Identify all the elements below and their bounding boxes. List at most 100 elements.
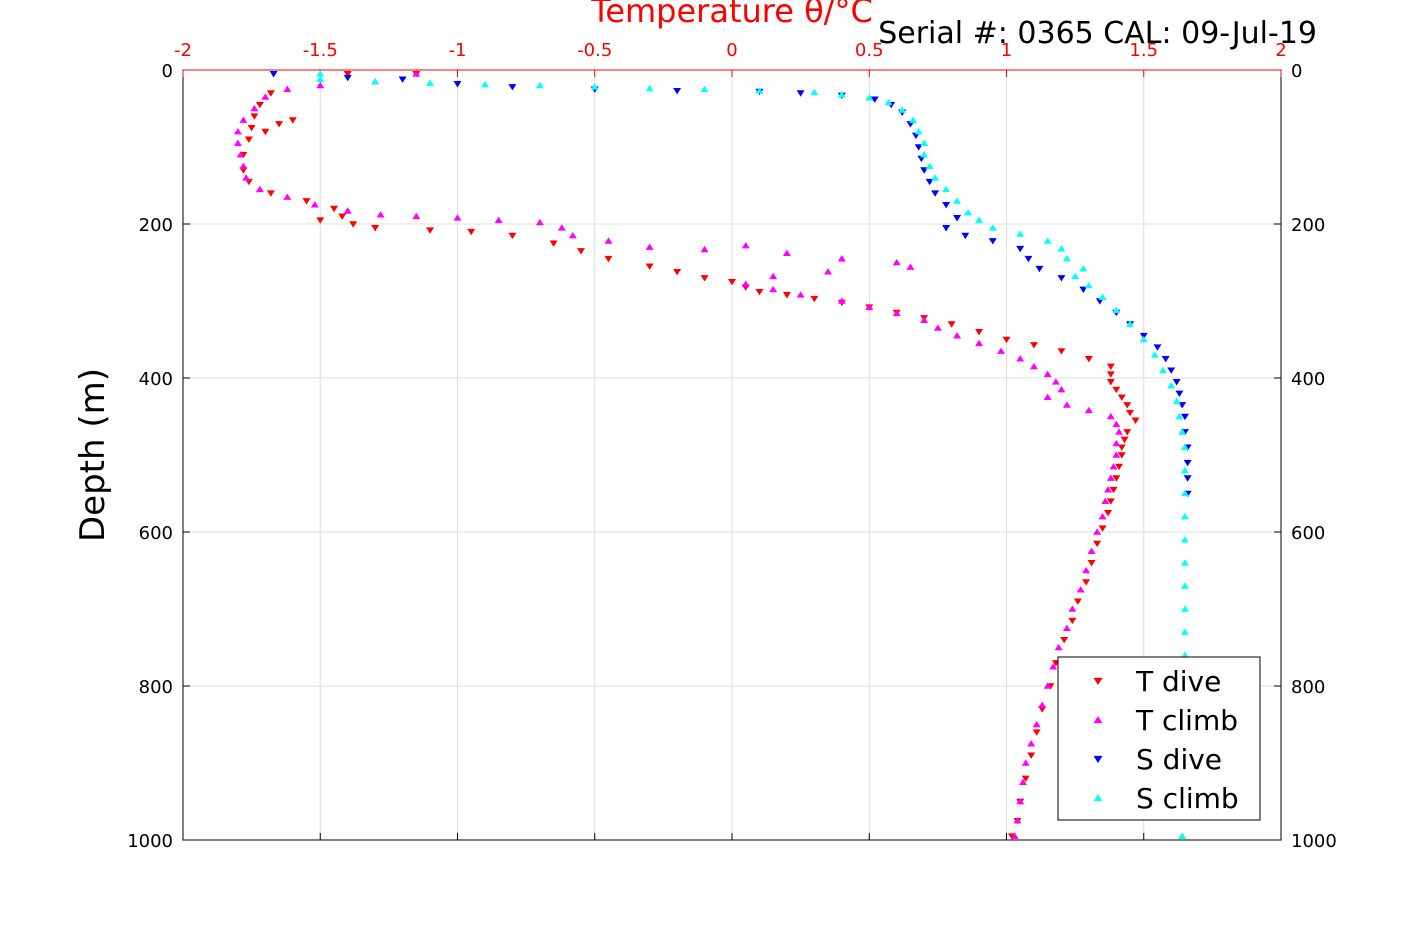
data-point	[1016, 245, 1025, 253]
data-point	[920, 151, 929, 158]
data-point	[1180, 536, 1189, 543]
data-point	[1139, 335, 1148, 343]
data-point	[1117, 452, 1126, 459]
x-tick-label: 1	[1001, 40, 1012, 61]
data-point	[1021, 775, 1030, 782]
data-point	[1038, 701, 1047, 709]
data-point	[1104, 486, 1113, 493]
data-point	[266, 90, 275, 97]
data-point	[508, 232, 517, 240]
data-point	[1087, 547, 1096, 555]
data-point	[1183, 475, 1192, 482]
data-point	[1161, 355, 1170, 363]
data-point	[741, 280, 750, 287]
data-point	[1021, 759, 1030, 766]
data-point	[920, 316, 929, 324]
data-point	[1082, 579, 1091, 586]
data-point	[1180, 513, 1189, 520]
data-point	[1079, 265, 1088, 272]
x-tick-label: 0	[726, 40, 737, 61]
data-point	[1112, 451, 1121, 458]
data-point	[1043, 370, 1052, 377]
data-point	[233, 128, 242, 135]
data-point	[1043, 393, 1052, 401]
data-point	[266, 190, 275, 197]
data-point	[1126, 409, 1135, 417]
data-point	[480, 81, 489, 88]
data-point	[1112, 306, 1121, 314]
data-point	[769, 272, 778, 280]
data-point	[577, 248, 586, 255]
data-point	[604, 255, 613, 263]
data-point	[884, 98, 893, 106]
data-point	[1057, 275, 1066, 282]
series-t-climb	[233, 70, 1124, 839]
data-point	[329, 205, 338, 213]
data-point	[645, 263, 654, 270]
data-point	[741, 241, 750, 249]
data-point	[1180, 413, 1189, 421]
data-point	[942, 225, 951, 232]
data-point	[1101, 497, 1110, 504]
y-tick-label-left: 0	[162, 61, 173, 82]
data-point	[1106, 363, 1115, 371]
data-point	[1180, 443, 1189, 451]
data-point	[1084, 355, 1093, 363]
data-point	[549, 240, 558, 247]
data-point	[275, 121, 284, 128]
data-point	[467, 228, 476, 236]
data-point	[865, 303, 874, 310]
data-point	[535, 218, 544, 226]
data-point	[1172, 379, 1181, 386]
y-tick-label-right: 0	[1291, 61, 1302, 82]
data-point	[953, 332, 962, 339]
data-point	[453, 81, 462, 88]
data-point	[796, 90, 805, 97]
data-point	[933, 324, 942, 331]
data-point	[997, 347, 1006, 354]
data-point	[1049, 663, 1058, 670]
data-point	[961, 232, 970, 240]
data-point	[1150, 351, 1159, 358]
data-point	[824, 268, 833, 275]
data-point	[1106, 498, 1115, 505]
data-point	[1109, 462, 1118, 470]
data-point	[1010, 832, 1019, 839]
data-point	[1062, 401, 1071, 408]
data-point	[1180, 559, 1189, 566]
data-point	[1123, 402, 1132, 409]
y-tick-label-right: 600	[1291, 523, 1325, 544]
legend-label-3: S climb	[1136, 782, 1239, 815]
data-point	[975, 339, 984, 347]
x-tick-label: -1	[449, 40, 467, 61]
data-point	[1051, 378, 1060, 385]
data-point	[283, 85, 292, 93]
data-point	[1035, 265, 1044, 273]
data-point	[261, 128, 270, 136]
x-tick-label: 0.5	[855, 40, 884, 61]
data-point	[1180, 466, 1189, 474]
data-point	[1029, 342, 1038, 349]
data-point	[1093, 540, 1102, 548]
data-point	[909, 116, 918, 123]
data-point	[1016, 230, 1025, 237]
data-point	[568, 231, 577, 239]
data-point	[1158, 366, 1167, 374]
data-point	[1106, 371, 1115, 378]
data-point	[508, 84, 517, 91]
x-tick-label: 2	[1275, 40, 1286, 61]
data-point	[426, 227, 435, 234]
x-tick-label: -1.5	[303, 40, 338, 61]
data-point	[673, 87, 682, 95]
data-point	[947, 321, 956, 328]
data-point	[1180, 628, 1189, 635]
data-point	[1093, 528, 1102, 535]
data-point	[1062, 624, 1071, 632]
data-point	[1071, 272, 1080, 280]
data-point	[255, 185, 264, 193]
data-point	[1106, 412, 1115, 420]
data-point	[1084, 406, 1093, 414]
data-point	[1183, 459, 1192, 467]
data-point	[288, 117, 297, 124]
data-point	[914, 128, 923, 135]
